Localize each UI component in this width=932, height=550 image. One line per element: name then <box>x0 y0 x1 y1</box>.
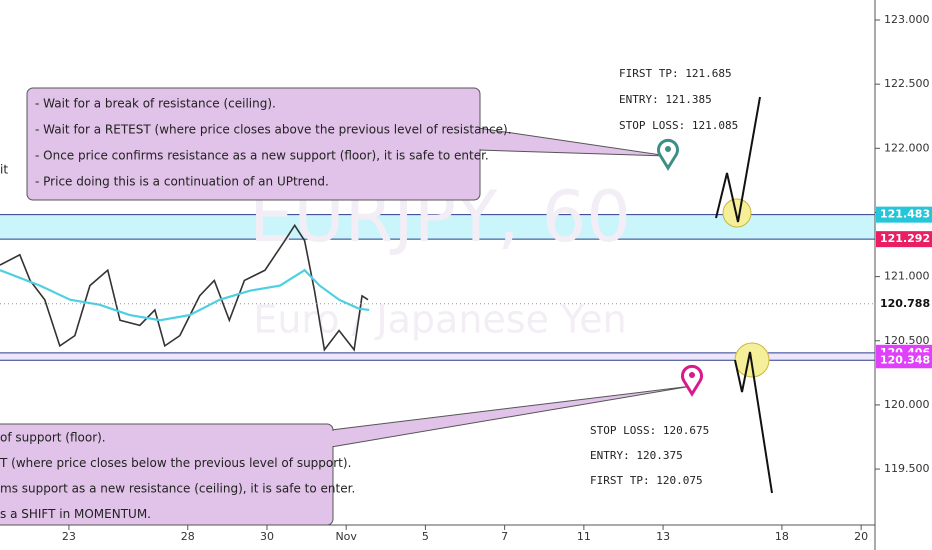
note-line: of support (floor). <box>0 431 106 445</box>
projection-up <box>715 96 761 223</box>
series-line <box>0 223 369 352</box>
price-tag <box>876 231 932 248</box>
note-line: - Wait for a break of resistance (ceilin… <box>35 97 276 111</box>
y-tick-label: 120.000 <box>884 398 930 411</box>
price-tag-label: 120.348 <box>880 353 930 366</box>
x-tick-label: 20 <box>854 530 868 543</box>
pin-short <box>681 364 703 397</box>
zone <box>0 352 875 361</box>
series-line <box>0 268 370 322</box>
x-tick-label: 28 <box>181 530 195 543</box>
plan-line: STOP LOSS: 121.085 <box>619 119 738 132</box>
price-tag-label: 121.483 <box>880 208 930 221</box>
note-line: s a SHIFT in MOMENTUM. <box>0 507 151 521</box>
projection-down <box>734 351 773 494</box>
y-tick-label: 120.500 <box>884 334 930 347</box>
plan-line: STOP LOSS: 120.675 <box>590 424 709 437</box>
price-axis <box>876 0 932 550</box>
y-tick-label: 123.000 <box>884 13 930 26</box>
note-line: T (where price closes below the previous… <box>0 456 351 470</box>
note-line: - Once price confirms resistance as a ne… <box>35 149 489 163</box>
series <box>0 223 875 352</box>
x-tick-label: Nov <box>335 530 357 543</box>
y-tick-label: 122.000 <box>884 141 930 154</box>
callout-joint <box>329 431 335 446</box>
pin-long <box>657 138 679 171</box>
note-line: ms support as a new resistance (ceiling)… <box>0 482 355 496</box>
x-tick-label: 13 <box>656 530 670 543</box>
x-tick-label: 23 <box>62 530 76 543</box>
callout-pointer <box>330 385 693 448</box>
watermark-name: Euro / Japanese Yen <box>253 298 626 342</box>
left-fragment: it <box>0 163 8 177</box>
plan-line: ENTRY: 121.385 <box>619 93 712 106</box>
plan-line: FIRST TP: 121.685 <box>619 67 732 80</box>
x-tick-label: 7 <box>501 530 508 543</box>
y-tick-label: 121.000 <box>884 270 930 283</box>
y-tick-label: 119.500 <box>884 462 930 475</box>
callout-joint <box>476 129 482 149</box>
callout-box <box>0 423 334 526</box>
price-tag <box>876 206 932 223</box>
x-tick-label: 30 <box>260 530 274 543</box>
price-tag <box>876 295 932 312</box>
x-tick-label: 5 <box>422 530 429 543</box>
x-tick-label: 18 <box>775 530 789 543</box>
plan-line: ENTRY: 120.375 <box>590 449 683 462</box>
note-line: - Wait for a RETEST (where price closes … <box>35 123 512 137</box>
plan-line: FIRST TP: 120.075 <box>590 474 703 487</box>
x-tick-label: 11 <box>577 530 591 543</box>
note-line: - Price doing this is a continuation of … <box>35 175 329 189</box>
price-tag-label: 120.788 <box>880 297 930 310</box>
y-tick-label: 122.500 <box>884 77 930 90</box>
price-tag <box>876 352 932 369</box>
price-tag-label: 121.292 <box>880 232 930 245</box>
